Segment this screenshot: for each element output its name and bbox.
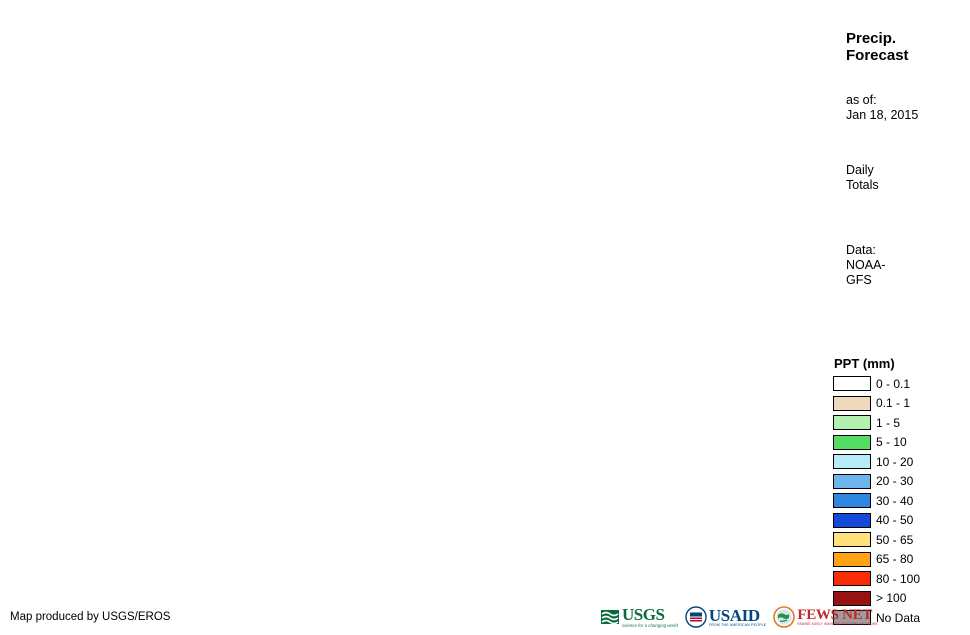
rail-title-line1: Precip.	[846, 30, 897, 47]
legend-label: 20 - 30	[876, 474, 914, 489]
data-source-line3: GFS	[846, 273, 872, 287]
legend-swatch	[833, 551, 871, 567]
legend-label: 50 - 65	[876, 532, 914, 547]
legend-label: No Data	[876, 610, 921, 625]
legend-swatch	[833, 434, 871, 450]
legend-row: 1 - 5	[833, 413, 970, 433]
legend-row: 0.1 - 1	[833, 394, 970, 414]
legend-label: 80 - 100	[876, 571, 921, 586]
as-of-label: as of:	[846, 93, 877, 107]
legend-label: 5 - 10	[876, 435, 907, 450]
legend-row: > 100	[833, 589, 970, 609]
legend-row: 30 - 40	[833, 491, 970, 511]
legend-row: 40 - 50	[833, 511, 970, 531]
legend-label: 30 - 40	[876, 493, 914, 508]
legend-swatch	[833, 532, 871, 548]
usgs-wordmark: USGS	[622, 604, 665, 624]
legend-swatch	[833, 395, 871, 411]
usaid-tagline: FROM THE AMERICAN PEOPLE	[708, 622, 767, 627]
legend-row: 20 - 30	[833, 472, 970, 492]
usaid-logo: USAID FROM THE AMERICAN PEOPLE	[685, 604, 766, 630]
legend-label: 0 - 0.1	[876, 376, 911, 391]
legend-row: No Data	[833, 608, 970, 628]
legend-swatch	[833, 473, 871, 489]
legend-label: 1 - 5	[876, 415, 901, 430]
data-label: Data:	[846, 243, 876, 257]
legend-swatch	[833, 512, 871, 528]
usaid-seal-icon	[685, 606, 707, 628]
legend-swatch	[833, 610, 871, 626]
daily-line1: Daily	[846, 163, 874, 177]
fewsnet-wordmark: FEWS NET	[797, 607, 873, 623]
daily-totals-block: Daily Totals	[846, 163, 968, 193]
legend-label: > 100	[876, 591, 907, 606]
info-rail: Precip. Forecast as of: Jan 18, 2015 Dai…	[840, 0, 970, 600]
legend-row: 80 - 100	[833, 569, 970, 589]
legend-title: PPT (mm)	[834, 356, 895, 371]
fewsnet-logo: FEWS NET FAMINE EARLY WARNING SYSTEMS NE…	[773, 604, 878, 630]
usaid-wordmark: USAID	[708, 605, 760, 625]
legend-row: 50 - 65	[833, 530, 970, 550]
legend-swatch	[833, 415, 871, 431]
usgs-tagline: science for a changing world	[622, 622, 678, 628]
as-of-block: as of: Jan 18, 2015	[846, 93, 968, 123]
as-of-date: Jan 18, 2015	[846, 108, 919, 122]
legend-row: 5 - 10	[833, 433, 970, 453]
legend-row: 65 - 80	[833, 550, 970, 570]
rail-title-line2: Forecast	[846, 47, 909, 64]
legend-swatch	[833, 590, 871, 606]
legend-swatch	[833, 376, 871, 392]
legend-swatch	[833, 493, 871, 509]
usgs-wave-icon	[601, 610, 619, 625]
legend-row: 10 - 20	[833, 452, 970, 472]
fewsnet-tagline: FAMINE EARLY WARNING SYSTEMS NETWORK	[797, 622, 878, 626]
legend-row: 0 - 0.1	[833, 374, 970, 394]
legend-label: 0.1 - 1	[876, 396, 911, 411]
legend-label: 40 - 50	[876, 513, 914, 528]
legend-swatch	[833, 571, 871, 587]
data-source-line2: NOAA-	[846, 258, 886, 272]
rail-title: Precip. Forecast	[846, 30, 966, 64]
map-credit: Map produced by USGS/EROS	[10, 611, 171, 623]
forecast-panel-grid	[0, 0, 840, 600]
legend-label: 65 - 80	[876, 552, 914, 567]
legend-label: 10 - 20	[876, 454, 914, 469]
precipitation-legend: PPT (mm) 0 - 0.1 0.1 - 1 1 - 5 5 - 10 10 - 2…	[833, 356, 970, 628]
agency-logos: USGS science for a changing world USAID …	[600, 602, 878, 632]
fewsnet-globe-icon	[773, 606, 796, 628]
data-source-block: Data: NOAA- GFS	[846, 243, 968, 288]
usgs-logo: USGS science for a changing world	[600, 604, 678, 630]
daily-line2: Totals	[846, 178, 879, 192]
legend-rows: 0 - 0.1 0.1 - 1 1 - 5 5 - 10 10 - 20 20 - 30 3…	[833, 374, 970, 628]
legend-swatch	[833, 454, 871, 470]
